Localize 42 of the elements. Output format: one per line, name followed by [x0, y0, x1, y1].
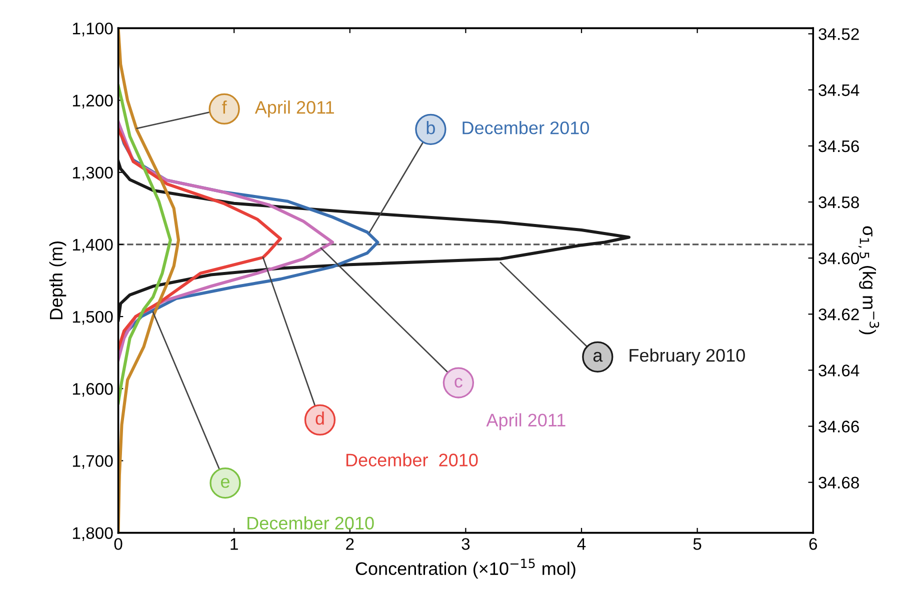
y2-tick-label: 34.60 [818, 252, 860, 264]
y2-tick-label: 34.62 [818, 308, 859, 320]
y-tick-label: 1,600 [72, 383, 113, 397]
text: December 2010 [248, 516, 374, 530]
y-tick-label: 1,300 [72, 166, 113, 181]
y2-tick-label: 34.54 [818, 84, 860, 96]
y2-axis-title: σ$_{1,5}$ (kg m$^{−3}$) [858, 226, 880, 334]
y-axis-title: Depth (m) [49, 241, 66, 320]
annotation: e [220, 478, 230, 488]
y2-tick-label: 34.68 [818, 476, 859, 489]
y-tick-label: 1,800 [72, 527, 113, 541]
y2-tick-label: 34.58 [818, 196, 859, 208]
line-series [118, 84, 172, 405]
line-series [118, 128, 282, 351]
text: December 2010 [346, 453, 478, 466]
y2-tick-label: 34.66 [818, 420, 859, 432]
x-axis-title: Concentration (×10$^{−15}$ mol) [356, 558, 576, 579]
text: April 2011 [486, 413, 566, 430]
x-tick-label: 5 [693, 538, 702, 550]
x-tick-label: 1 [230, 538, 238, 550]
annotation: f [222, 100, 227, 114]
y2-tick-label: 34.56 [818, 140, 859, 152]
annotation: c [454, 378, 462, 388]
x-tick-label: 6 [809, 538, 818, 550]
legend-label: February 2010 [630, 348, 745, 366]
y-tick-label: 1,700 [72, 455, 113, 469]
y2-tick-label: 34.64 [818, 364, 860, 376]
y-tick-label: 1,400 [72, 238, 113, 253]
line-series [118, 160, 631, 322]
x-tick-label: 3 [462, 538, 470, 550]
annotation: b [426, 121, 435, 134]
annotation: d [316, 412, 324, 425]
y2-tick-label: 34.52 [818, 28, 859, 40]
x-tick-label: 2 [346, 538, 354, 550]
y-tick-label: 1,200 [72, 94, 113, 108]
y-tick-label: 1,100 [72, 22, 113, 36]
annotation: a [593, 352, 603, 362]
legend-label: April 2011 [254, 100, 334, 118]
legend-label: December 2010 [462, 121, 590, 134]
x-tick-label: 0 [114, 538, 122, 550]
x-tick-label: 4 [577, 538, 586, 550]
y-tick-label: 1,500 [72, 310, 113, 325]
